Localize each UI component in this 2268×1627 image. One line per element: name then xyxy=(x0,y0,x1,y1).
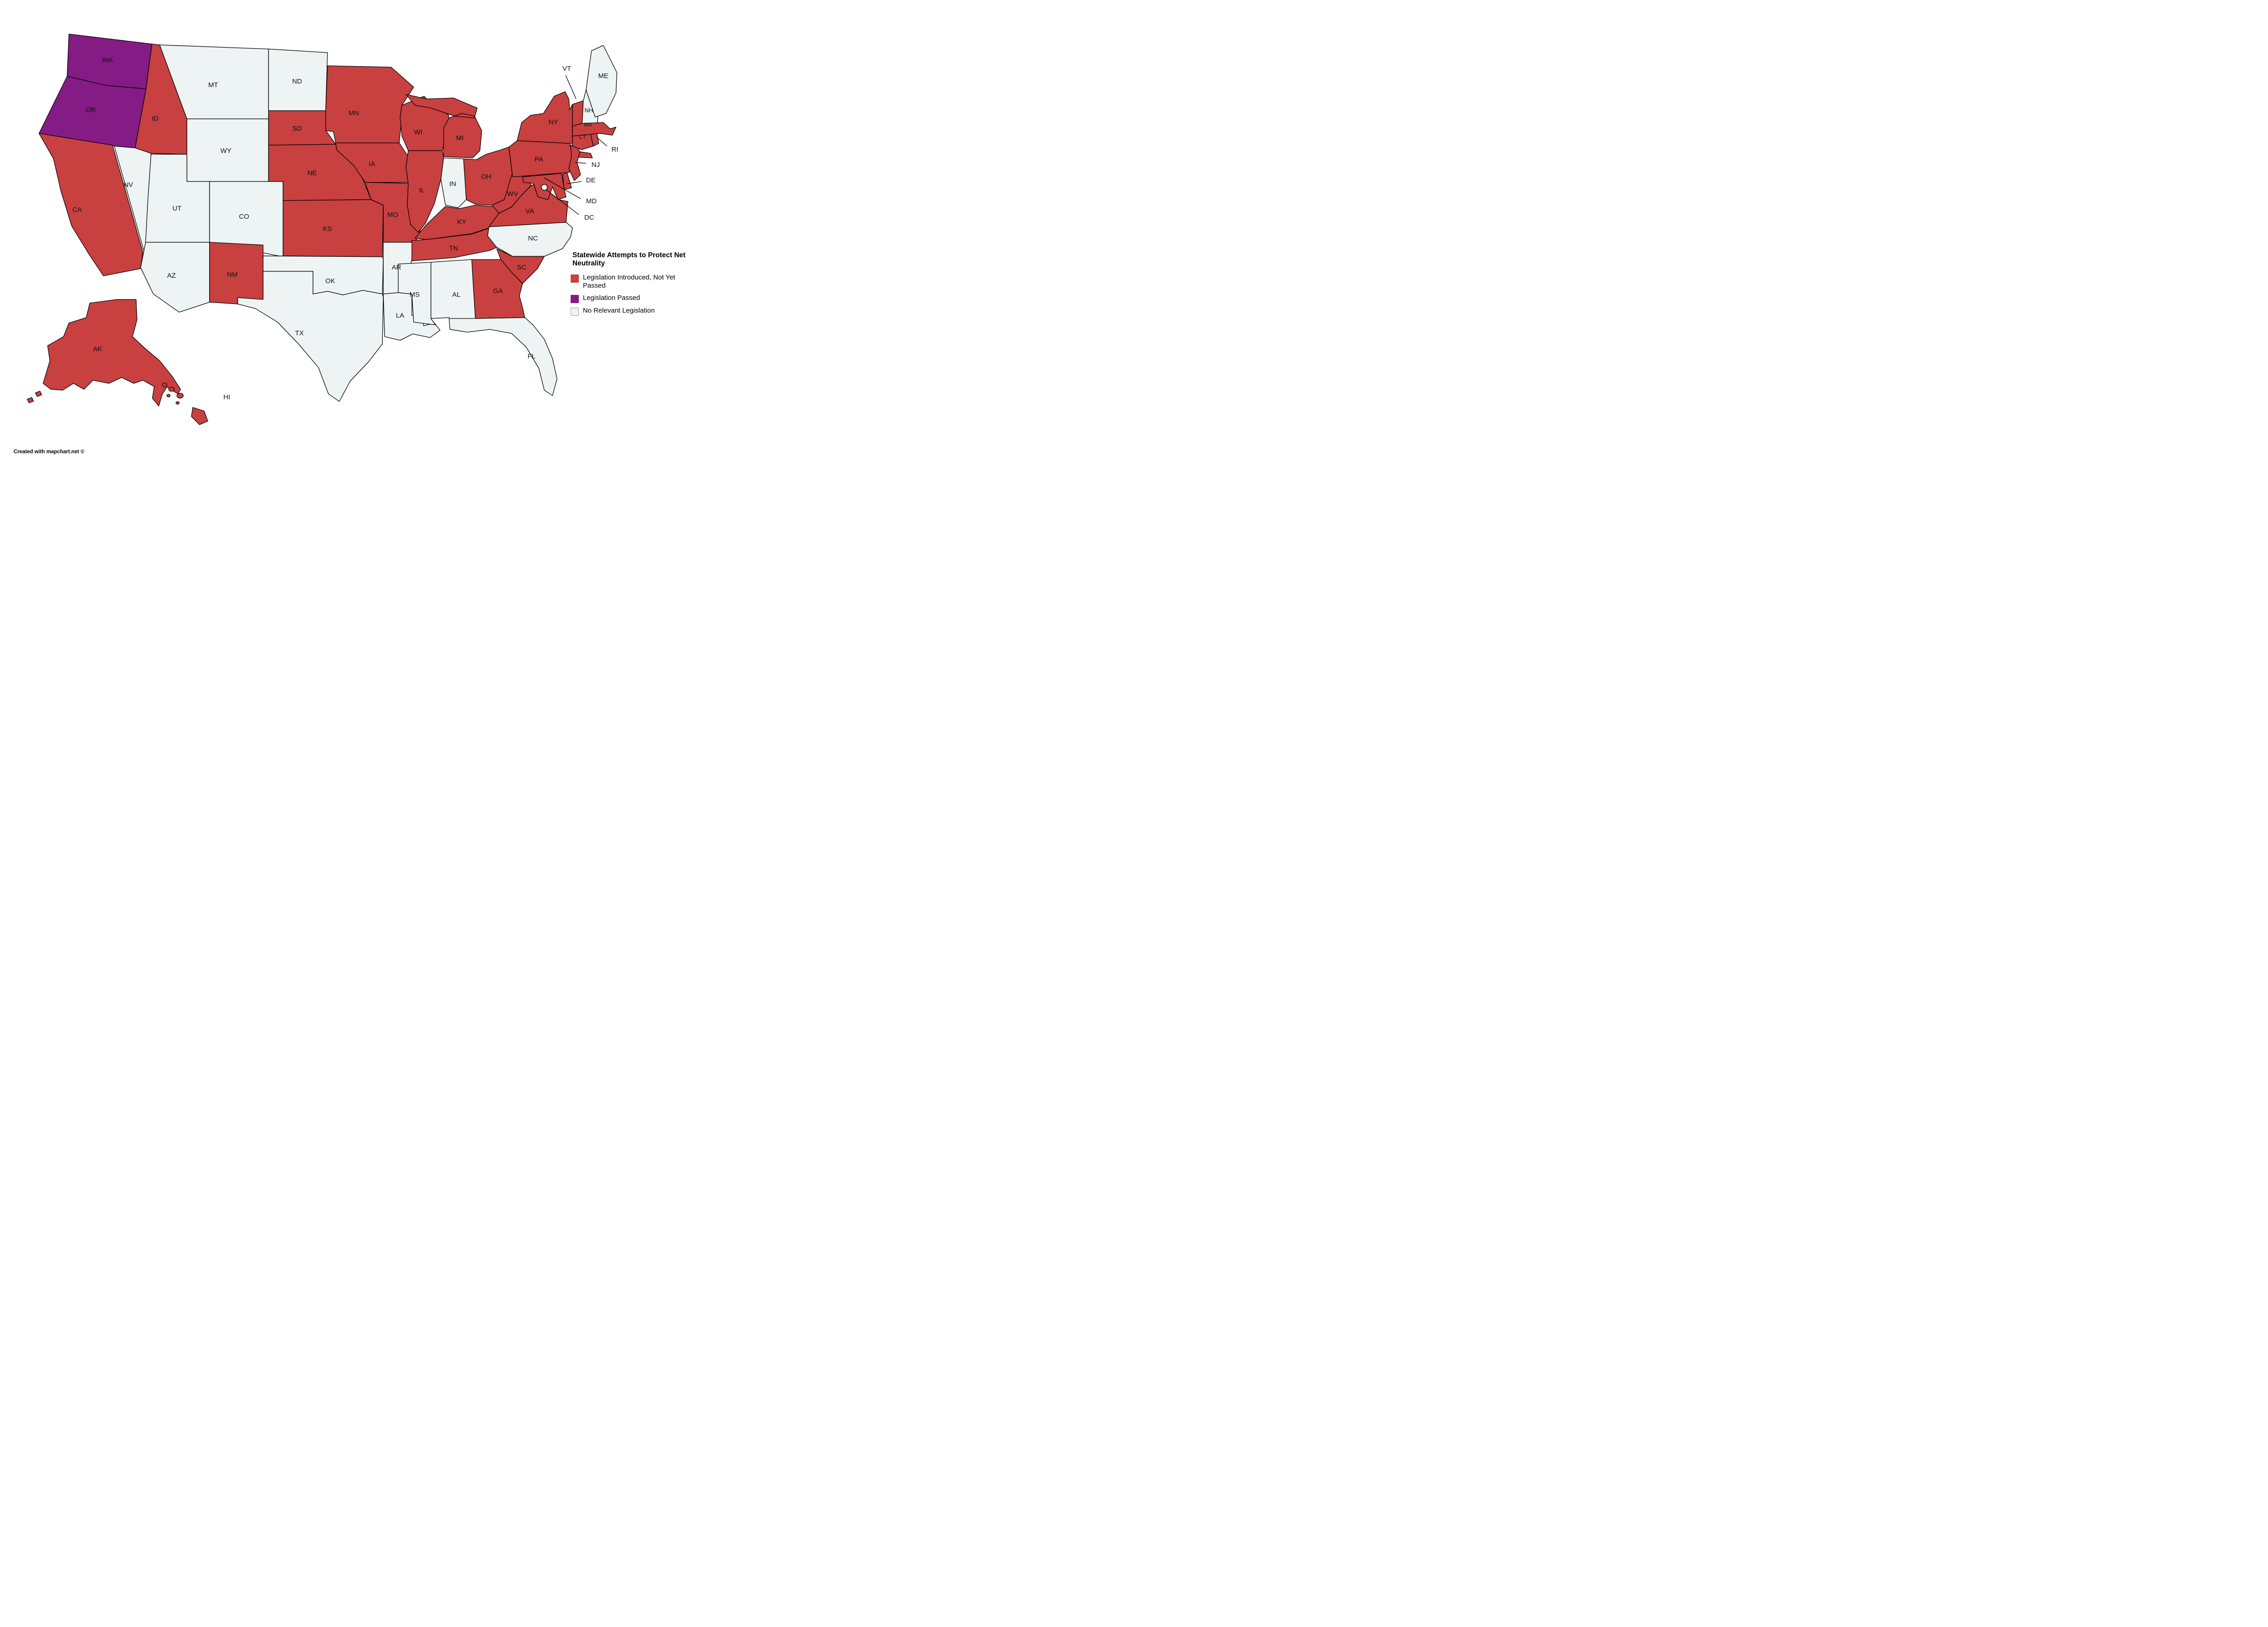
state-AK[interactable] xyxy=(27,299,181,407)
state-NC[interactable] xyxy=(487,222,573,257)
state-AL[interactable] xyxy=(430,259,476,325)
state-MN[interactable] xyxy=(325,65,414,143)
legend-label-introduced: Legislation Introduced, Not Yet Passed xyxy=(583,273,675,290)
map-credit: Created with mapchart.net © xyxy=(14,449,85,455)
state-AZ[interactable] xyxy=(140,242,210,313)
state-label-MD: MD xyxy=(586,197,596,205)
legend-item-introduced: Legislation Introduced, Not Yet Passed xyxy=(571,274,699,290)
state-PA[interactable] xyxy=(508,140,573,177)
leader-line-MD xyxy=(544,177,581,199)
state-label-DE: DE xyxy=(586,176,596,184)
leader-line-DE xyxy=(567,181,582,184)
leader-line-RI xyxy=(596,137,607,147)
state-KS[interactable] xyxy=(283,199,384,257)
legend-item-none: No Relevant Legislation xyxy=(571,307,699,316)
state-label-NJ: NJ xyxy=(591,161,600,169)
state-ND[interactable] xyxy=(268,49,328,111)
state-DC[interactable] xyxy=(541,184,548,191)
legend-swatch-none xyxy=(571,307,579,316)
state-MS[interactable] xyxy=(398,262,436,325)
state-TX[interactable] xyxy=(237,271,384,402)
state-SD[interactable] xyxy=(268,110,336,146)
state-IA[interactable] xyxy=(335,142,410,183)
state-FL[interactable] xyxy=(449,317,557,396)
leader-line-NJ xyxy=(575,162,587,164)
state-CT[interactable] xyxy=(572,134,594,150)
legend-item-passed: Legislation Passed xyxy=(571,294,699,303)
state-RI[interactable] xyxy=(590,133,599,147)
legend-title: Statewide Attempts to Protect Net Neutra… xyxy=(572,251,686,267)
legend-label-passed: Legislation Passed xyxy=(583,294,640,302)
leader-line-VT xyxy=(565,75,577,99)
state-NM[interactable] xyxy=(209,242,264,304)
legend: Statewide Attempts to Protect Net Neutra… xyxy=(571,251,699,319)
legend-label-none: No Relevant Legislation xyxy=(583,306,655,314)
state-WY[interactable] xyxy=(186,118,269,182)
state-CA[interactable] xyxy=(39,133,143,276)
state-label-VT: VT xyxy=(562,65,571,73)
state-label-RI: RI xyxy=(611,146,618,153)
legend-swatch-introduced xyxy=(571,274,579,283)
state-IN[interactable] xyxy=(440,157,467,208)
legend-swatch-passed xyxy=(571,294,579,303)
state-label-HI: HI xyxy=(224,393,230,401)
state-ME[interactable] xyxy=(586,45,617,118)
state-HI[interactable] xyxy=(162,382,208,425)
state-label-DC: DC xyxy=(584,214,594,221)
leader-line-DC xyxy=(546,189,579,215)
state-MI[interactable] xyxy=(406,94,482,158)
